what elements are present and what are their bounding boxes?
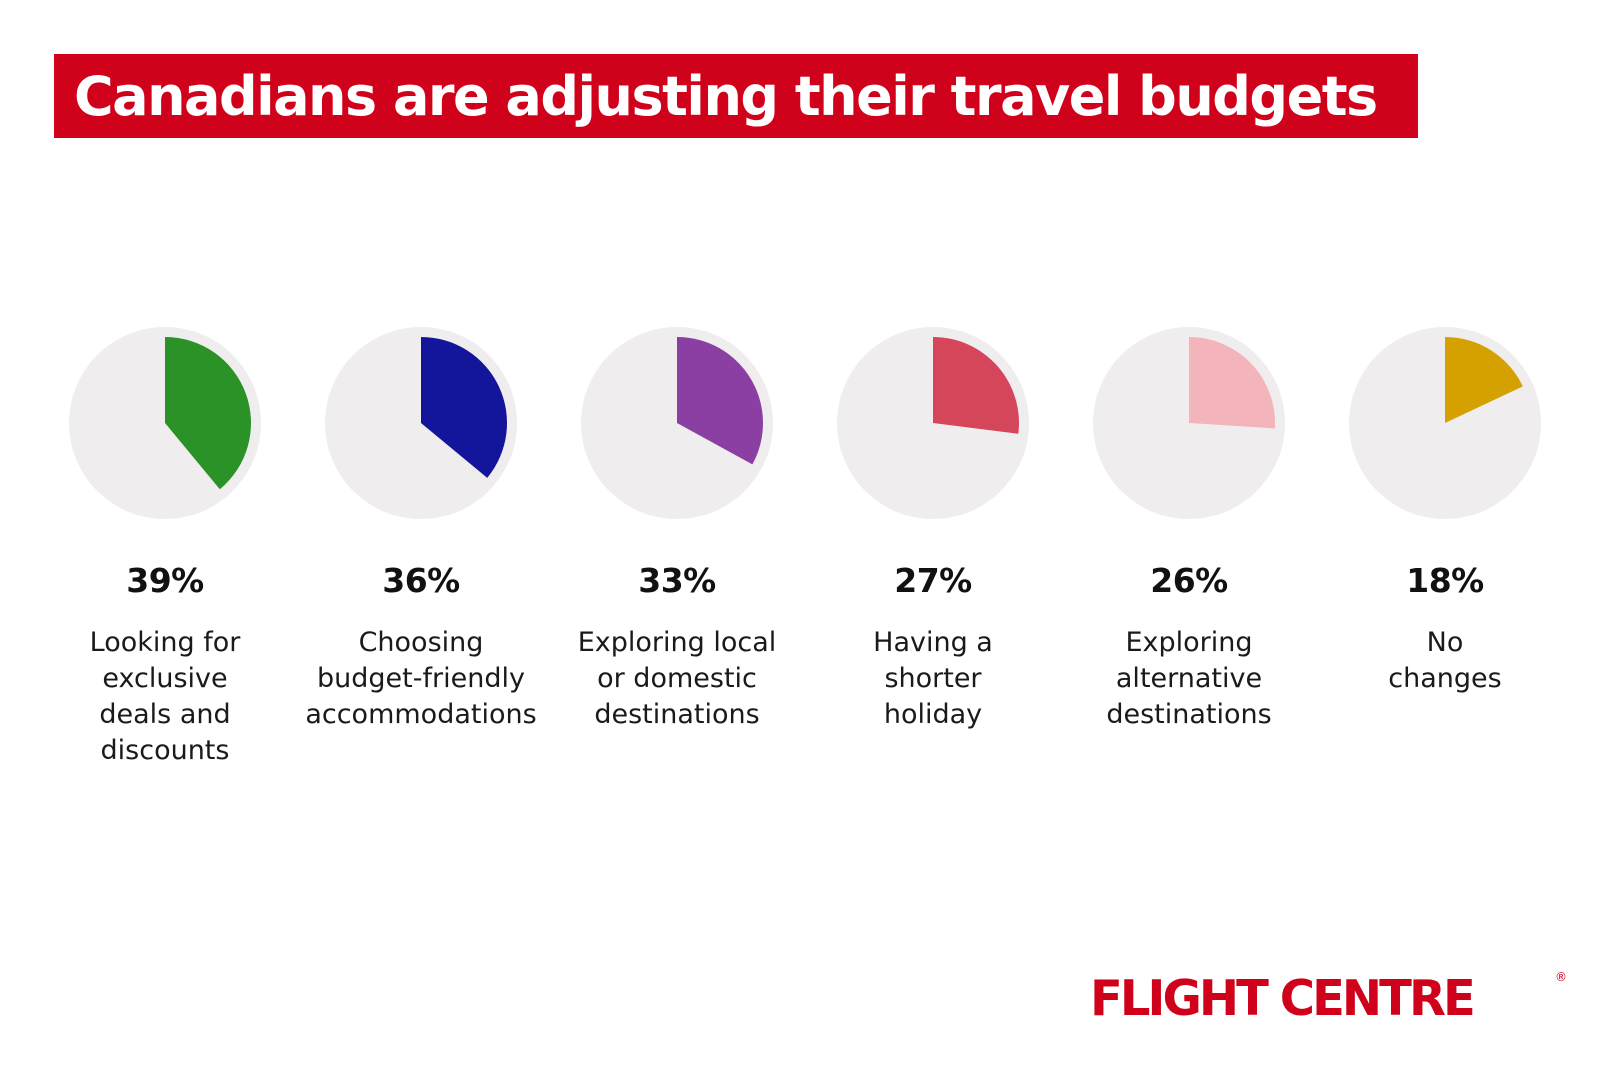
- pie-label: No changes: [1388, 627, 1502, 694]
- pie-percent: 33%: [638, 561, 716, 600]
- pie-slice: [1445, 337, 1523, 423]
- pie-chart: [1349, 327, 1541, 519]
- pie-slice: [677, 337, 763, 465]
- chart-title: Canadians are adjusting their travel bud…: [74, 64, 1378, 128]
- pie-percent: 39%: [126, 561, 204, 600]
- pie-label: Exploring local or domestic destinations: [577, 627, 777, 730]
- pie-chart: [837, 327, 1029, 519]
- pie-percent: 27%: [894, 561, 972, 600]
- pie-slice: [1189, 337, 1275, 429]
- pie-chart: [69, 327, 261, 519]
- pie-percent: 36%: [382, 561, 460, 600]
- pie-chart: [325, 327, 517, 519]
- pie-slice: [165, 337, 251, 490]
- pie-slice: [933, 337, 1019, 434]
- pie-slice: [421, 337, 507, 478]
- pie-label: Having a shorter holiday: [873, 627, 993, 730]
- registered-mark: ®: [1555, 970, 1567, 984]
- flight-centre-logo: FLIGHT CENTRE ®: [1090, 970, 1570, 1030]
- pie-label: Choosing budget-friendly accommodations: [305, 627, 537, 730]
- pie-chart: [581, 327, 773, 519]
- logo-wordmark: FLIGHT CENTRE: [1090, 970, 1476, 1027]
- pie-percent: 26%: [1150, 561, 1228, 600]
- pie-chart: [1093, 327, 1285, 519]
- pie-label: Looking for exclusive deals and discount…: [89, 627, 241, 766]
- pie-label: Exploring alternative destinations: [1106, 627, 1272, 730]
- title-banner: Canadians are adjusting their travel bud…: [54, 54, 1418, 138]
- pie-percent: 18%: [1406, 561, 1484, 600]
